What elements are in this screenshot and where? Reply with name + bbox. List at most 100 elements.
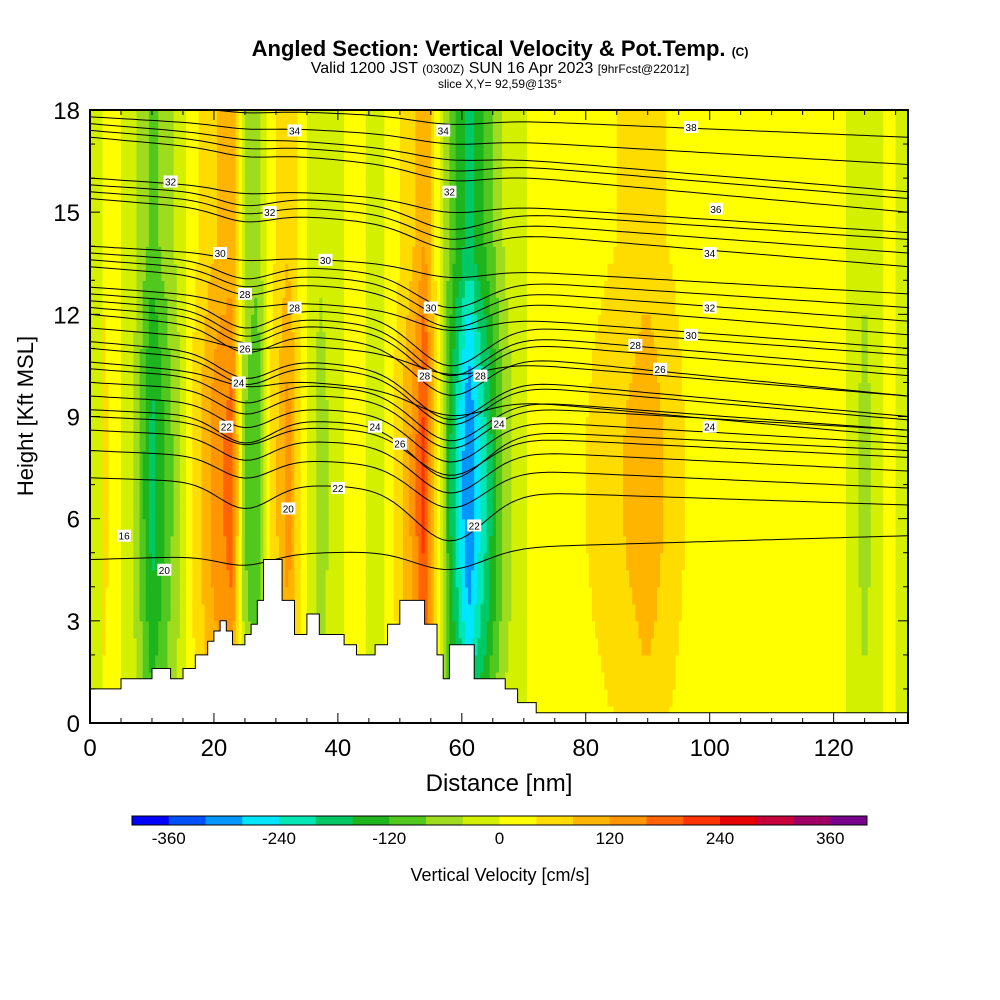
velocity-cell	[192, 110, 196, 128]
velocity-cell	[421, 161, 426, 179]
velocity-cell	[285, 382, 289, 401]
velocity-cell	[421, 382, 426, 401]
velocity-cell	[285, 280, 289, 298]
velocity-cell	[368, 178, 373, 196]
velocity-cell	[446, 110, 451, 128]
velocity-cell	[145, 178, 150, 196]
velocity-cell	[136, 280, 141, 298]
velocity-cell	[461, 535, 466, 554]
velocity-cell	[387, 246, 392, 264]
velocity-cell	[461, 195, 466, 213]
velocity-cell	[424, 501, 429, 520]
velocity-cell	[306, 144, 311, 162]
velocity-cell	[409, 280, 413, 298]
velocity-cell	[480, 603, 485, 622]
velocity-cell	[127, 195, 131, 213]
velocity-cell	[198, 586, 203, 605]
velocity-cell	[241, 178, 246, 196]
velocity-cell	[248, 178, 252, 196]
velocity-cell	[492, 195, 497, 213]
velocity-cell	[266, 416, 271, 435]
velocity-cell	[96, 263, 100, 281]
velocity-cell	[136, 229, 141, 247]
velocity-cell	[328, 161, 333, 179]
velocity-cell	[130, 195, 134, 213]
velocity-cell	[192, 637, 196, 656]
velocity-cell	[102, 518, 107, 537]
velocity-cell	[204, 348, 209, 367]
velocity-cell	[99, 603, 103, 622]
velocity-cell	[433, 552, 438, 571]
velocity-cell	[362, 178, 367, 196]
velocity-cell	[105, 280, 110, 298]
velocity-cell	[418, 195, 423, 213]
velocity-cell	[412, 178, 416, 196]
velocity-cell	[393, 161, 398, 179]
velocity-cell	[186, 416, 190, 435]
velocity-cell	[288, 161, 293, 179]
velocity-cell	[170, 552, 175, 571]
velocity-cell	[102, 620, 107, 639]
velocity-cell	[164, 416, 169, 435]
velocity-cell	[371, 348, 376, 367]
velocity-cell	[155, 433, 159, 452]
velocity-cell	[195, 110, 200, 128]
velocity-cell	[294, 144, 299, 162]
velocity-cell	[275, 127, 280, 145]
velocity-cell	[226, 552, 231, 571]
velocity-cell	[384, 535, 389, 554]
velocity-cell	[244, 552, 249, 571]
velocity-cell	[241, 620, 246, 639]
velocity-cell	[213, 620, 218, 639]
velocity-cell	[108, 501, 113, 520]
velocity-cell	[133, 484, 138, 503]
velocity-cell	[514, 518, 519, 537]
velocity-cell	[161, 535, 165, 554]
velocity-cell	[99, 314, 103, 332]
velocity-cell	[477, 501, 482, 520]
velocity-cell	[418, 280, 423, 298]
velocity-cell	[93, 518, 97, 537]
velocity-cell	[511, 348, 516, 367]
velocity-cell	[356, 552, 361, 571]
velocity-cell	[337, 127, 342, 145]
velocity-cell	[117, 212, 122, 230]
velocity-cell	[449, 263, 454, 281]
velocity-cell	[257, 161, 262, 179]
velocity-cell	[99, 501, 103, 520]
velocity-cell	[418, 433, 423, 452]
velocity-cell	[517, 280, 522, 298]
velocity-cell	[108, 535, 113, 554]
velocity-cell	[455, 382, 460, 401]
velocity-cell	[409, 161, 413, 179]
velocity-cell	[421, 195, 426, 213]
velocity-cell	[279, 297, 283, 315]
velocity-cell	[213, 365, 218, 384]
velocity-cell	[331, 586, 336, 605]
velocity-cell	[446, 603, 451, 622]
velocity-cell	[350, 569, 354, 588]
velocity-cell	[117, 127, 122, 145]
velocity-cell	[223, 195, 227, 213]
velocity-cell	[505, 246, 509, 264]
velocity-cell	[285, 110, 289, 128]
velocity-cell	[471, 195, 475, 213]
velocity-cell	[248, 535, 252, 554]
velocity-cell	[517, 654, 522, 673]
velocity-cell	[406, 127, 410, 145]
velocity-cell	[300, 297, 305, 315]
velocity-cell	[337, 620, 342, 639]
velocity-cell	[303, 603, 308, 622]
velocity-cell	[430, 552, 435, 571]
velocity-cell	[275, 518, 280, 537]
velocity-cell	[424, 280, 429, 298]
velocity-cell	[399, 212, 404, 230]
velocity-cell	[368, 637, 373, 656]
velocity-cell	[244, 399, 249, 418]
velocity-cell	[350, 178, 354, 196]
velocity-cell	[446, 399, 451, 418]
velocity-cell	[93, 280, 97, 298]
velocity-cell	[238, 586, 243, 605]
velocity-cell	[495, 178, 500, 196]
velocity-cell	[257, 382, 262, 401]
